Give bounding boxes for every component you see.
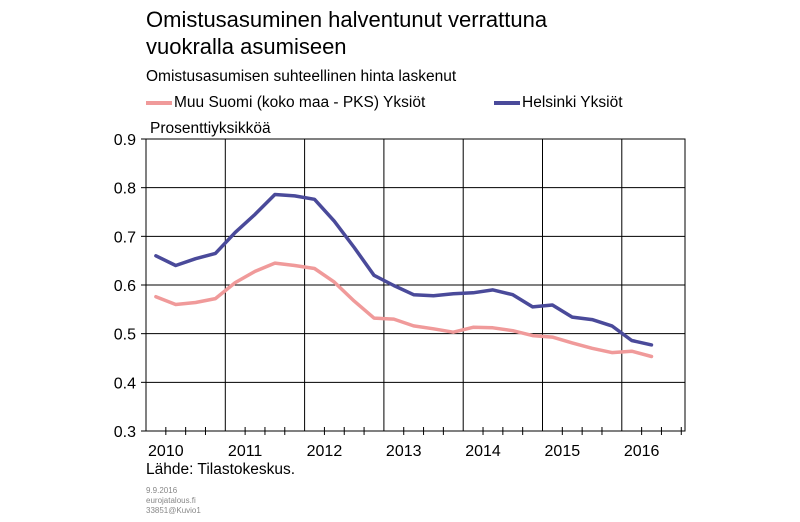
chart-title-line-1: Omistusasuminen halventunut verrattuna (146, 7, 548, 32)
y-tick-label: 0.4 (114, 375, 136, 392)
y-tick-label: 0.6 (114, 278, 136, 295)
x-tick-label: 2016 (624, 443, 660, 460)
chart-title: Omistusasuminen halventunut verrattuna v… (146, 6, 547, 60)
chart-title-line-2: vuokralla asumiseen (146, 34, 347, 59)
meta-date: 9.9.2016 (146, 486, 178, 495)
x-tick-label: 2014 (465, 443, 501, 460)
meta-code: 33851@Kuvio1 (146, 506, 201, 515)
x-tick-label: 2013 (386, 443, 422, 460)
y-tick-label: 0.7 (114, 229, 136, 246)
series-line-helsinki (154, 192, 654, 347)
legend-item-muu-suomi: Muu Suomi (koko maa - PKS) Yksiöt (146, 94, 425, 112)
y-axis-unit-label: Prosenttiyksikköä (150, 120, 271, 137)
legend-item-helsinki: Helsinki Yksiöt (494, 94, 623, 112)
legend-label-muu-suomi: Muu Suomi (koko maa - PKS) Yksiöt (174, 94, 426, 111)
source-note: Lähde: Tilastokeskus. (146, 461, 296, 478)
meta-site: eurojatalous.fi (146, 496, 196, 505)
legend-swatch-muu-suomi (146, 101, 172, 105)
x-tick-label: 2010 (148, 443, 184, 460)
x-tick-label: 2015 (545, 443, 581, 460)
x-tick-label: 2012 (307, 443, 343, 460)
series-line-muu-suomi (154, 261, 654, 359)
y-tick-label: 0.9 (114, 132, 136, 149)
chart-subtitle: Omistusasumisen suhteellinen hinta laske… (146, 68, 457, 85)
x-tick-label: 2011 (228, 443, 263, 460)
legend-swatch-helsinki (494, 101, 520, 105)
legend-label-helsinki: Helsinki Yksiöt (522, 94, 623, 111)
y-tick-label: 0.3 (114, 424, 136, 441)
y-tick-label: 0.5 (114, 327, 136, 344)
y-tick-label: 0.8 (114, 181, 136, 198)
